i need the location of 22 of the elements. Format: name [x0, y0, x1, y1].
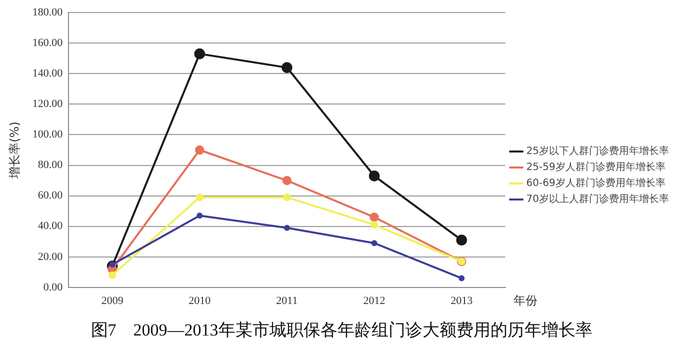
- y-axis-title: 增长率(%): [7, 122, 22, 180]
- y-tick-label: 120.00: [32, 98, 64, 110]
- y-tick-label: 0.00: [43, 281, 64, 294]
- x-axis-title: 年份: [513, 294, 538, 308]
- y-tick-label: 100.00: [32, 128, 64, 141]
- y-tick-label: 20.00: [38, 250, 64, 263]
- y-tick-label: 60.00: [38, 190, 64, 202]
- legend-label: 25-59岁人群门诊费用年增长率: [526, 161, 666, 174]
- legend-label: 70岁以上人群门诊费用年增长率: [526, 193, 670, 206]
- legend-label: 25岁以下人群门诊费用年增长率: [526, 145, 670, 158]
- y-tick-label: 40.00: [38, 220, 64, 232]
- x-tick-label: 2011: [276, 294, 298, 307]
- x-tick-label: 2010: [188, 294, 212, 307]
- x-tick-label: 2009: [101, 294, 124, 307]
- y-tick-label: 140.00: [32, 68, 64, 80]
- legend-label: 60-69岁人群门诊费用年增长率: [526, 177, 666, 190]
- x-tick-label: 2013: [450, 294, 474, 307]
- y-tick-label: 180.00: [32, 6, 64, 18]
- x-tick-label: 2012: [363, 294, 386, 307]
- y-tick-label: 160.00: [32, 37, 64, 50]
- y-tick-label: 80.00: [38, 159, 64, 172]
- text: 图7 2009—2013年某市城职保各年龄组门诊大额费用的历年增长率: [90, 320, 592, 340]
